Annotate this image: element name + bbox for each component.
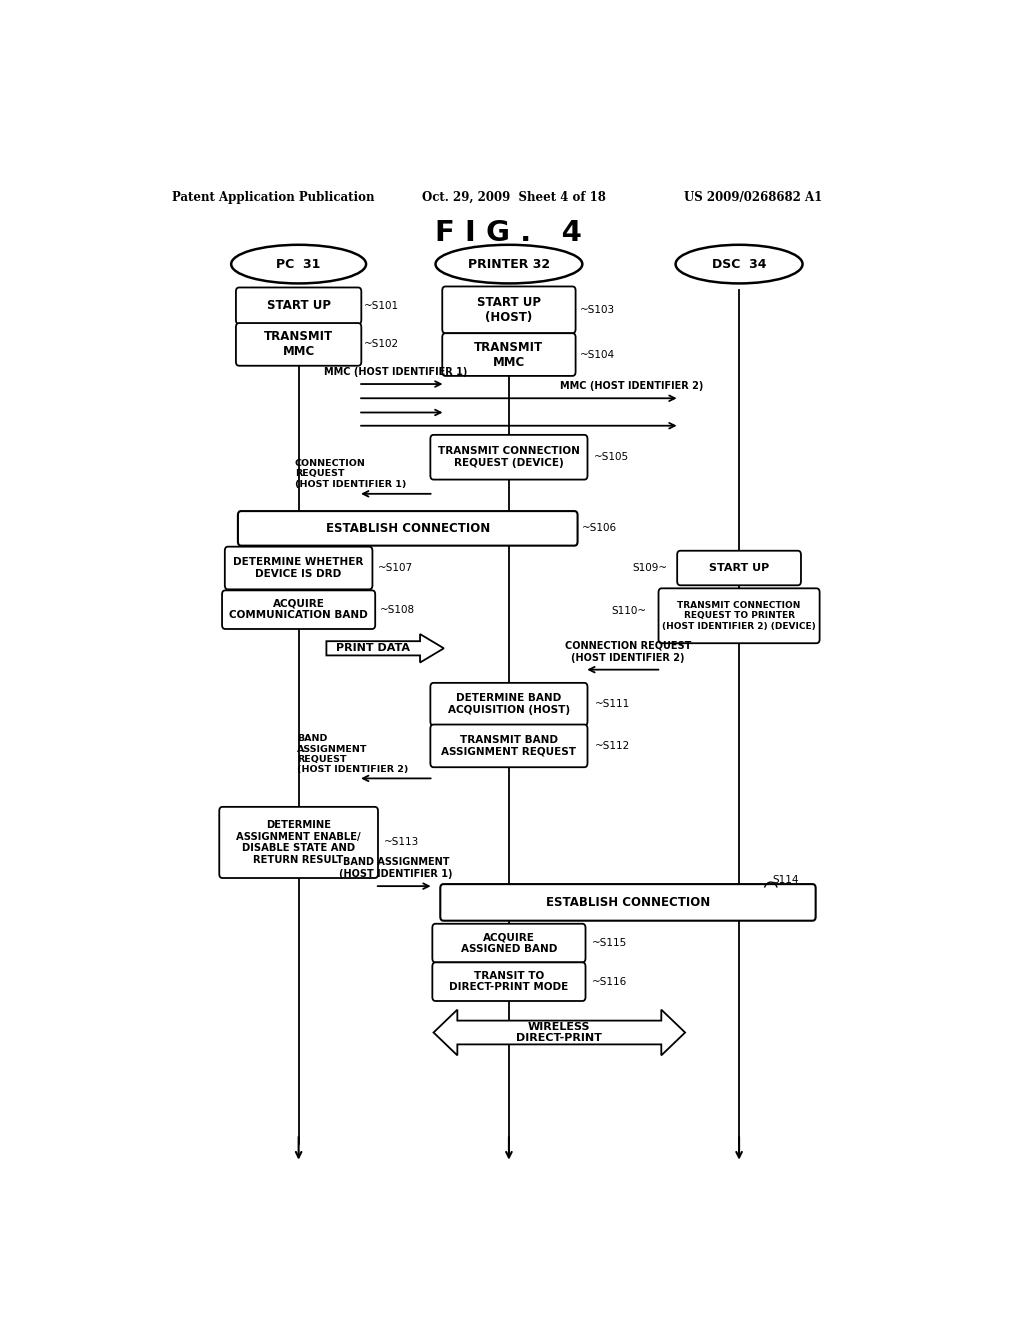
Text: S114: S114 <box>772 875 799 884</box>
Text: MMC (HOST IDENTIFIER 1): MMC (HOST IDENTIFIER 1) <box>325 367 468 378</box>
Text: ~S104: ~S104 <box>581 350 615 359</box>
Text: TRANSMIT CONNECTION
REQUEST TO PRINTER
(HOST IDENTIFIER 2) (DEVICE): TRANSMIT CONNECTION REQUEST TO PRINTER (… <box>663 601 816 631</box>
Text: BAND ASSIGNMENT
(HOST IDENTIFIER 1): BAND ASSIGNMENT (HOST IDENTIFIER 1) <box>339 858 453 879</box>
FancyBboxPatch shape <box>236 288 361 325</box>
Text: ~S106: ~S106 <box>583 523 617 533</box>
FancyBboxPatch shape <box>432 924 586 962</box>
Text: S110~: S110~ <box>611 606 646 615</box>
FancyBboxPatch shape <box>238 511 578 545</box>
Text: PRINTER 32: PRINTER 32 <box>468 257 550 271</box>
Text: TRANSIT TO
DIRECT-PRINT MODE: TRANSIT TO DIRECT-PRINT MODE <box>450 972 568 993</box>
Text: BAND
ASSIGNMENT
REQUEST
(HOST IDENTIFIER 2): BAND ASSIGNMENT REQUEST (HOST IDENTIFIER… <box>297 734 409 775</box>
Text: PC  31: PC 31 <box>276 257 321 271</box>
Text: TRANSMIT CONNECTION
REQUEST (DEVICE): TRANSMIT CONNECTION REQUEST (DEVICE) <box>438 446 580 469</box>
Text: Oct. 29, 2009  Sheet 4 of 18: Oct. 29, 2009 Sheet 4 of 18 <box>422 191 605 203</box>
Text: ESTABLISH CONNECTION: ESTABLISH CONNECTION <box>546 896 710 909</box>
Text: ACQUIRE
COMMUNICATION BAND: ACQUIRE COMMUNICATION BAND <box>229 599 368 620</box>
Text: ACQUIRE
ASSIGNED BAND: ACQUIRE ASSIGNED BAND <box>461 932 557 954</box>
Text: ~S108: ~S108 <box>380 605 416 615</box>
Text: ESTABLISH CONNECTION: ESTABLISH CONNECTION <box>326 521 489 535</box>
Text: Patent Application Publication: Patent Application Publication <box>172 191 374 203</box>
Text: PRINT DATA: PRINT DATA <box>336 643 411 653</box>
Text: ~S101: ~S101 <box>364 301 398 310</box>
Text: ~S105: ~S105 <box>594 453 629 462</box>
FancyBboxPatch shape <box>236 323 361 366</box>
FancyBboxPatch shape <box>225 546 373 589</box>
Text: DETERMINE
ASSIGNMENT ENABLE/
DISABLE STATE AND
RETURN RESULT: DETERMINE ASSIGNMENT ENABLE/ DISABLE STA… <box>237 820 360 865</box>
Text: DSC  34: DSC 34 <box>712 257 766 271</box>
FancyBboxPatch shape <box>430 682 588 726</box>
FancyBboxPatch shape <box>430 725 588 767</box>
FancyBboxPatch shape <box>677 550 801 585</box>
Text: F I G .   4: F I G . 4 <box>435 219 583 247</box>
FancyBboxPatch shape <box>442 333 575 376</box>
FancyBboxPatch shape <box>440 884 816 921</box>
FancyBboxPatch shape <box>430 434 588 479</box>
FancyBboxPatch shape <box>442 286 575 333</box>
Text: DETERMINE BAND
ACQUISITION (HOST): DETERMINE BAND ACQUISITION (HOST) <box>447 693 570 715</box>
Text: ~S111: ~S111 <box>595 700 630 709</box>
Text: CONNECTION
REQUEST
(HOST IDENTIFIER 1): CONNECTION REQUEST (HOST IDENTIFIER 1) <box>295 459 407 488</box>
Text: ~S116: ~S116 <box>592 977 628 986</box>
Polygon shape <box>327 634 443 663</box>
Text: START UP: START UP <box>709 564 769 573</box>
FancyBboxPatch shape <box>658 589 819 643</box>
Text: START UP: START UP <box>266 300 331 313</box>
Text: ~S103: ~S103 <box>581 305 615 315</box>
Text: WIRELESS
DIRECT-PRINT: WIRELESS DIRECT-PRINT <box>516 1022 602 1043</box>
Polygon shape <box>433 1010 685 1056</box>
Text: MMC (HOST IDENTIFIER 2): MMC (HOST IDENTIFIER 2) <box>560 381 703 391</box>
Ellipse shape <box>231 244 367 284</box>
Text: TRANSMIT BAND
ASSIGNMENT REQUEST: TRANSMIT BAND ASSIGNMENT REQUEST <box>441 735 577 756</box>
Ellipse shape <box>435 244 583 284</box>
Text: START UP
(HOST): START UP (HOST) <box>477 296 541 323</box>
Text: ~S112: ~S112 <box>595 741 630 751</box>
Text: TRANSMIT
MMC: TRANSMIT MMC <box>264 330 333 359</box>
Text: ~S113: ~S113 <box>384 837 420 847</box>
Text: DETERMINE WHETHER
DEVICE IS DRD: DETERMINE WHETHER DEVICE IS DRD <box>233 557 364 578</box>
FancyBboxPatch shape <box>432 962 586 1001</box>
Text: ~S102: ~S102 <box>364 339 398 350</box>
Text: CONNECTION REQUEST
(HOST IDENTIFIER 2): CONNECTION REQUEST (HOST IDENTIFIER 2) <box>565 642 691 663</box>
Text: ~S107: ~S107 <box>378 564 413 573</box>
Text: TRANSMIT
MMC: TRANSMIT MMC <box>474 341 544 368</box>
Ellipse shape <box>676 244 803 284</box>
Text: S109~: S109~ <box>633 564 668 573</box>
FancyBboxPatch shape <box>222 590 375 630</box>
Text: US 2009/0268682 A1: US 2009/0268682 A1 <box>684 191 822 203</box>
FancyBboxPatch shape <box>219 807 378 878</box>
Text: ~S115: ~S115 <box>592 939 628 948</box>
